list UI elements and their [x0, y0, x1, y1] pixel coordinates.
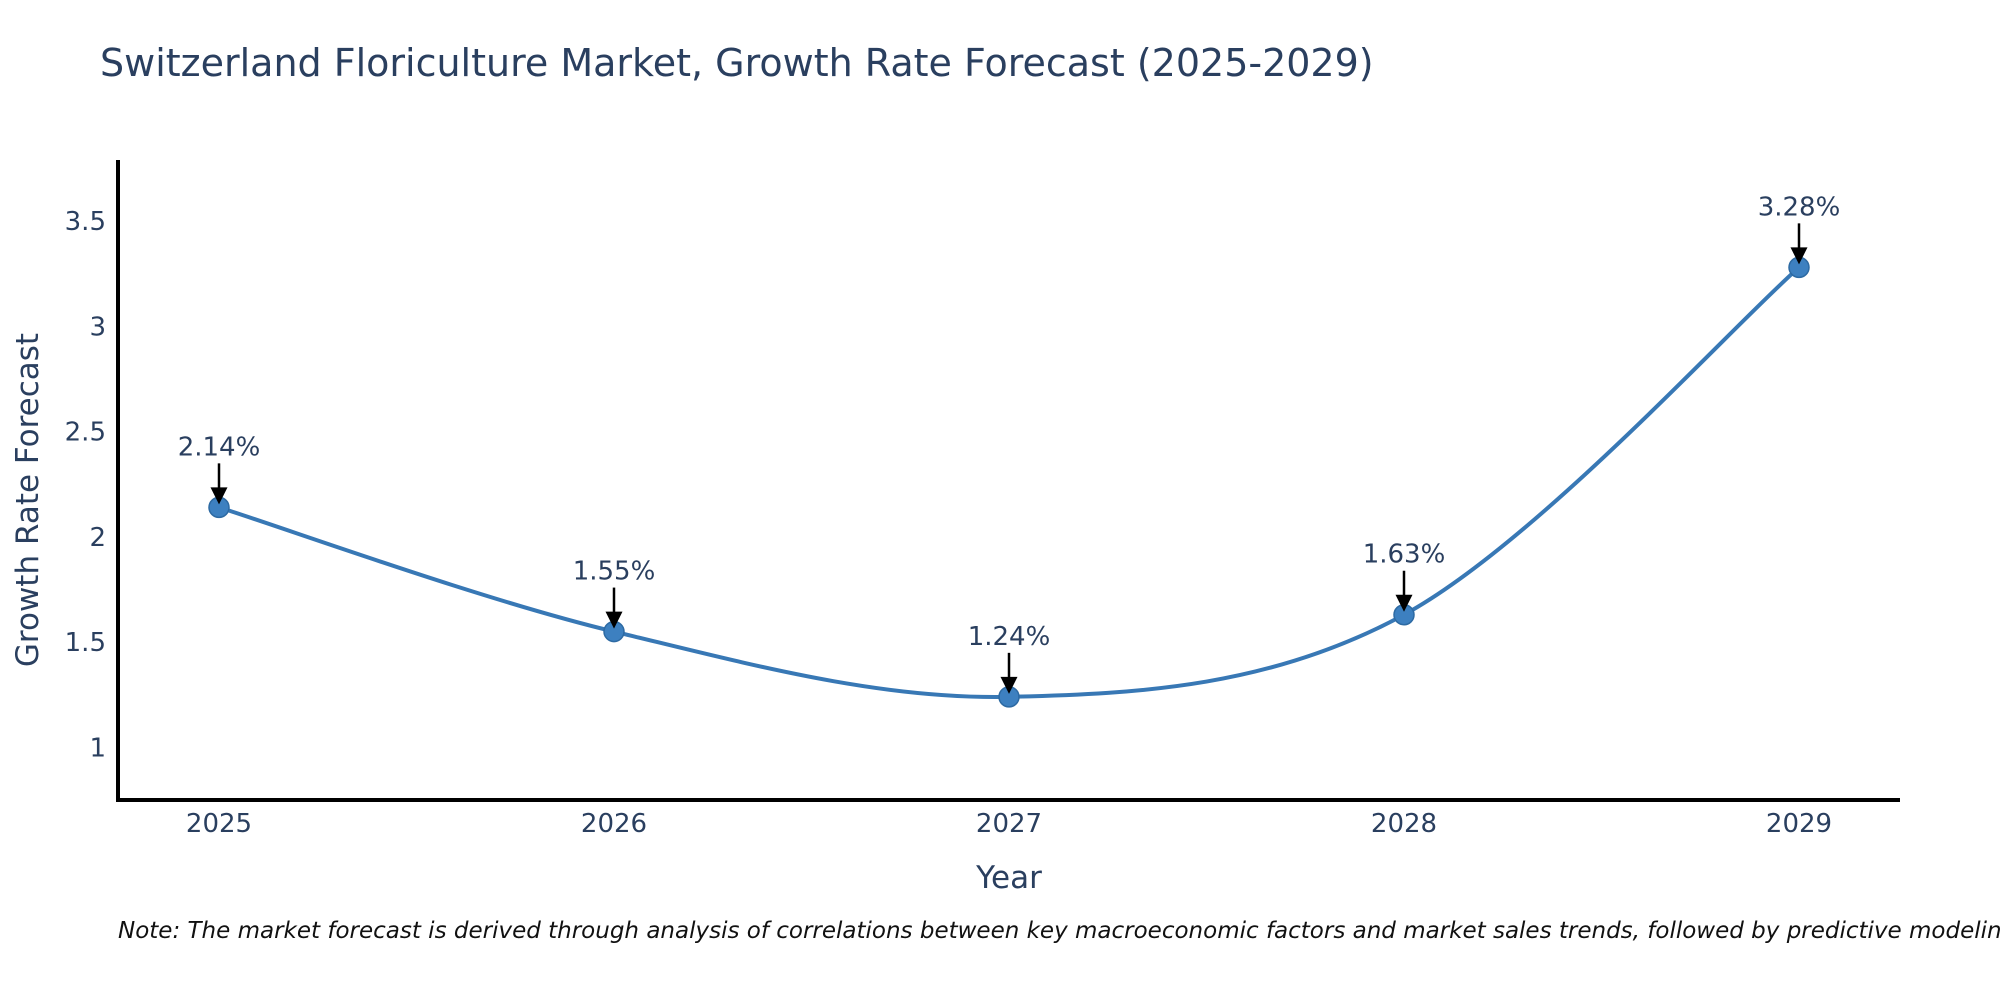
x-tick-label: 2028: [1371, 809, 1437, 839]
annotation-arrowhead: [210, 487, 228, 505]
x-tick-label: 2029: [1766, 809, 1832, 839]
y-tick-label: 2: [89, 523, 106, 553]
y-tick-label: 2.5: [65, 418, 106, 448]
point-value-label: 2.14%: [178, 432, 261, 462]
point-value-label: 1.63%: [1363, 540, 1446, 570]
y-tick-label: 3: [89, 312, 106, 342]
annotation-arrowhead: [1000, 676, 1018, 694]
x-axis-title: Year: [976, 860, 1042, 896]
point-value-label: 1.55%: [573, 557, 656, 587]
chart-note: Note: The market forecast is derived thr…: [118, 918, 2000, 944]
annotation-arrowhead: [605, 611, 623, 629]
point-value-label: 3.28%: [1758, 192, 1841, 222]
y-tick-label: 1: [89, 733, 106, 763]
annotation-arrowhead: [1790, 247, 1808, 265]
y-tick-label: 1.5: [65, 628, 106, 658]
chart-title: Switzerland Floriculture Market, Growth …: [100, 41, 1374, 85]
y-tick-label: 3.5: [65, 207, 106, 237]
point-value-label: 1.24%: [968, 622, 1051, 652]
x-tick-label: 2025: [186, 809, 252, 839]
annotation-arrowhead: [1395, 594, 1413, 612]
x-tick-label: 2027: [976, 809, 1042, 839]
x-tick-label: 2026: [581, 809, 647, 839]
